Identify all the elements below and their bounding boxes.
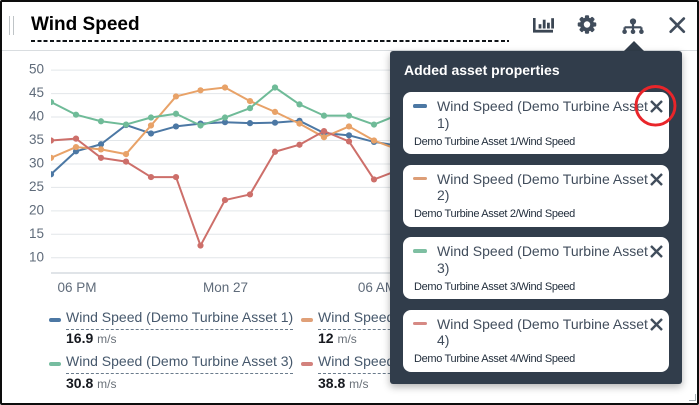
svg-text:10: 10 (29, 249, 44, 264)
svg-text:15: 15 (29, 226, 44, 241)
svg-text:Mon 27: Mon 27 (203, 280, 248, 295)
svg-text:45: 45 (29, 85, 44, 100)
svg-text:35: 35 (29, 132, 44, 147)
svg-text:30: 30 (29, 155, 44, 170)
svg-text:20: 20 (29, 202, 44, 217)
svg-text:40: 40 (29, 109, 44, 124)
svg-text:50: 50 (29, 62, 44, 77)
svg-text:25: 25 (29, 179, 44, 194)
svg-text:06 AM: 06 AM (358, 280, 396, 295)
svg-text:06 PM: 06 PM (57, 280, 96, 295)
